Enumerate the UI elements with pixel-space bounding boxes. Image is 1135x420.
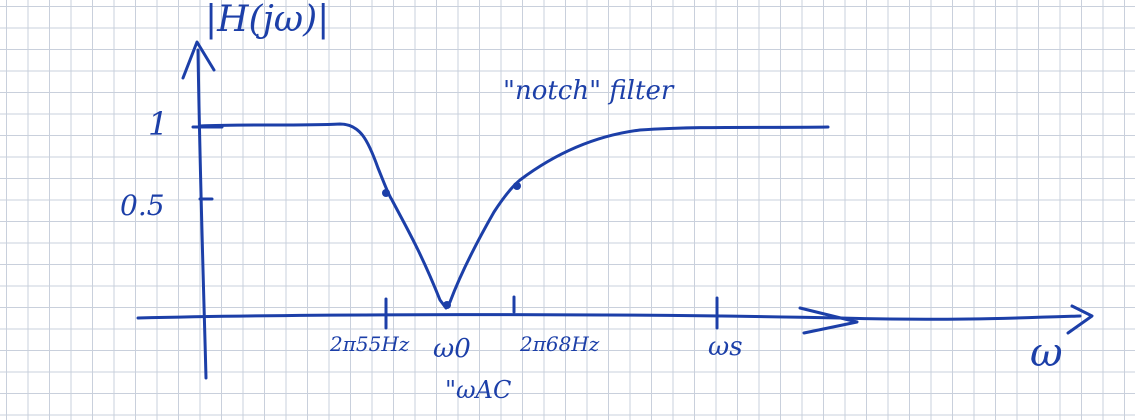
half-power-point-right: [513, 182, 521, 190]
y-axis-arrowhead: [181, 40, 216, 80]
x-tick-w0-label: ω0: [433, 334, 471, 364]
x-axis-arrowhead-2: [1066, 304, 1094, 335]
magnitude-curve: [198, 122, 830, 310]
y-axis-label: |H(jω)|: [205, 0, 330, 40]
notch-point: [443, 301, 451, 309]
x-tick-68hz-label: 2π68Hz: [520, 332, 600, 356]
half-power-point-left: [382, 189, 390, 197]
x-tick-55hz-label: 2π55Hz: [330, 332, 410, 356]
notch-filter-annotation: "notch" filter: [503, 76, 674, 106]
y-tick-1-label: 1: [148, 105, 169, 143]
y-axis-line: [196, 48, 208, 380]
x-axis-label: ω: [1030, 330, 1063, 376]
x-tick-wac-label: "ωAC: [445, 376, 512, 404]
x-axis-line: [136, 313, 1082, 321]
y-tick-05-label: 0.5: [120, 189, 165, 222]
x-tick-ws-label: ωs: [708, 332, 743, 362]
x-axis-arrowhead-1: [798, 306, 859, 335]
